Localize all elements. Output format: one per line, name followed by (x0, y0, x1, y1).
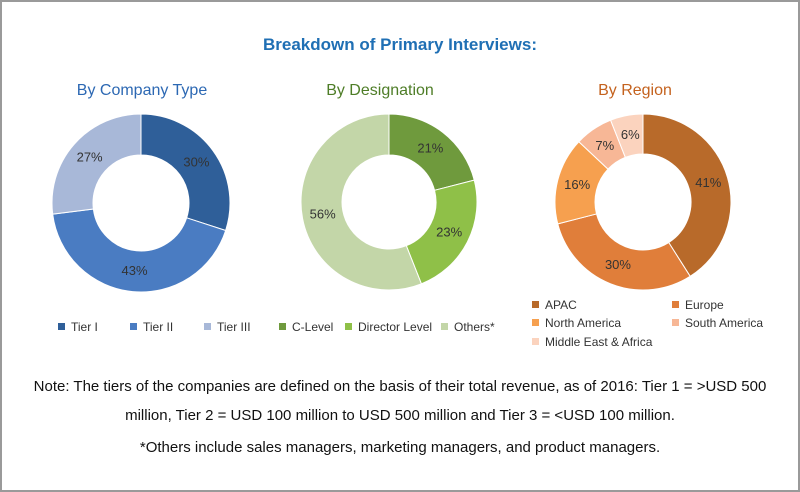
legend-swatch (204, 323, 211, 331)
legend-label: South America (685, 316, 764, 330)
main-title: Breakdown of Primary Interviews: (263, 35, 537, 54)
legend-item-tier-ii: Tier II (130, 320, 173, 334)
legend-label: Europe (685, 298, 724, 312)
chart-title-region: By Region (598, 82, 672, 99)
slice-label-middle-east-africa: 6% (621, 127, 640, 142)
legend-item-director-level: Director Level (345, 320, 432, 334)
slice-others (300, 113, 423, 291)
legend-item-europe: Europe (672, 298, 724, 312)
legend-item-tier-i: Tier I (58, 320, 98, 334)
legend-label: Tier III (217, 320, 251, 334)
legend-label: Tier I (71, 320, 98, 334)
donut-company-type: 30% 43% 27% (51, 113, 231, 293)
legend-swatch (532, 338, 539, 346)
slice-label-tier-ii: 43% (122, 263, 148, 278)
slice-middle-east-africa (609, 113, 644, 159)
legend-item-south-america: South America (672, 316, 763, 330)
legend-swatch (441, 323, 448, 331)
legend-region: APAC Europe North America South America Midd… (532, 298, 777, 354)
slice-label-director-level: 23% (436, 225, 462, 240)
legend-label: Director Level (358, 320, 433, 334)
legend-swatch (532, 301, 539, 309)
slice-label-tier-iii: 27% (77, 150, 103, 165)
slice-apac (642, 113, 732, 277)
legend-swatch (672, 301, 679, 309)
legend-label: APAC (545, 298, 577, 312)
legend-swatch (345, 323, 352, 331)
chart-title-designation: By Designation (326, 82, 434, 99)
slice-label-europe: 30% (605, 257, 631, 272)
legend-label: Middle East & Africa (545, 335, 653, 349)
donut-region: 41% 30% 16% 7% 6% (554, 113, 732, 291)
slice-tier-iii (51, 113, 142, 215)
slice-label-tier-i: 30% (183, 155, 209, 170)
slice-label-north-america: 16% (564, 177, 590, 192)
note-line-2: million, Tier 2 = USD 100 million to USD… (125, 407, 675, 424)
slice-tier-i (140, 113, 231, 232)
note-line-3: *Others include sales managers, marketin… (139, 439, 661, 456)
legend-swatch (672, 319, 679, 327)
slice-tier-ii (52, 208, 227, 293)
legend-item-others: Others* (441, 320, 495, 334)
note-line-1: Note: The tiers of the companies are def… (33, 378, 767, 395)
legend-label: C-Level (292, 320, 334, 334)
legend-item-apac: APAC (532, 298, 577, 312)
slice-label-apac: 41% (695, 175, 721, 190)
donut-designation: 21% 23% 56% (300, 113, 478, 291)
legend-company-type: Tier I Tier II Tier III (58, 320, 288, 340)
legend-designation: C-Level Director Level Others* (279, 320, 519, 340)
legend-swatch (279, 323, 286, 331)
slice-label-south-america: 7% (595, 138, 614, 153)
legend-swatch (130, 323, 137, 331)
slice-director-level (405, 179, 478, 285)
legend-item-c-level: C-Level (279, 320, 333, 334)
legend-item-tier-iii: Tier III (204, 320, 251, 334)
legend-label: Others* (454, 320, 495, 334)
legend-label: Tier II (143, 320, 174, 334)
legend-swatch (532, 319, 539, 327)
legend-label: North America (545, 316, 622, 330)
legend-item-north-america: North America (532, 316, 621, 330)
legend-item-middle-east-africa: Middle East & Africa (532, 335, 652, 349)
slice-label-c-level: 21% (417, 141, 443, 156)
chart-title-company-type: By Company Type (76, 82, 208, 99)
legend-swatch (58, 323, 65, 331)
slice-europe (557, 213, 691, 291)
slice-label-others: 56% (310, 207, 336, 222)
